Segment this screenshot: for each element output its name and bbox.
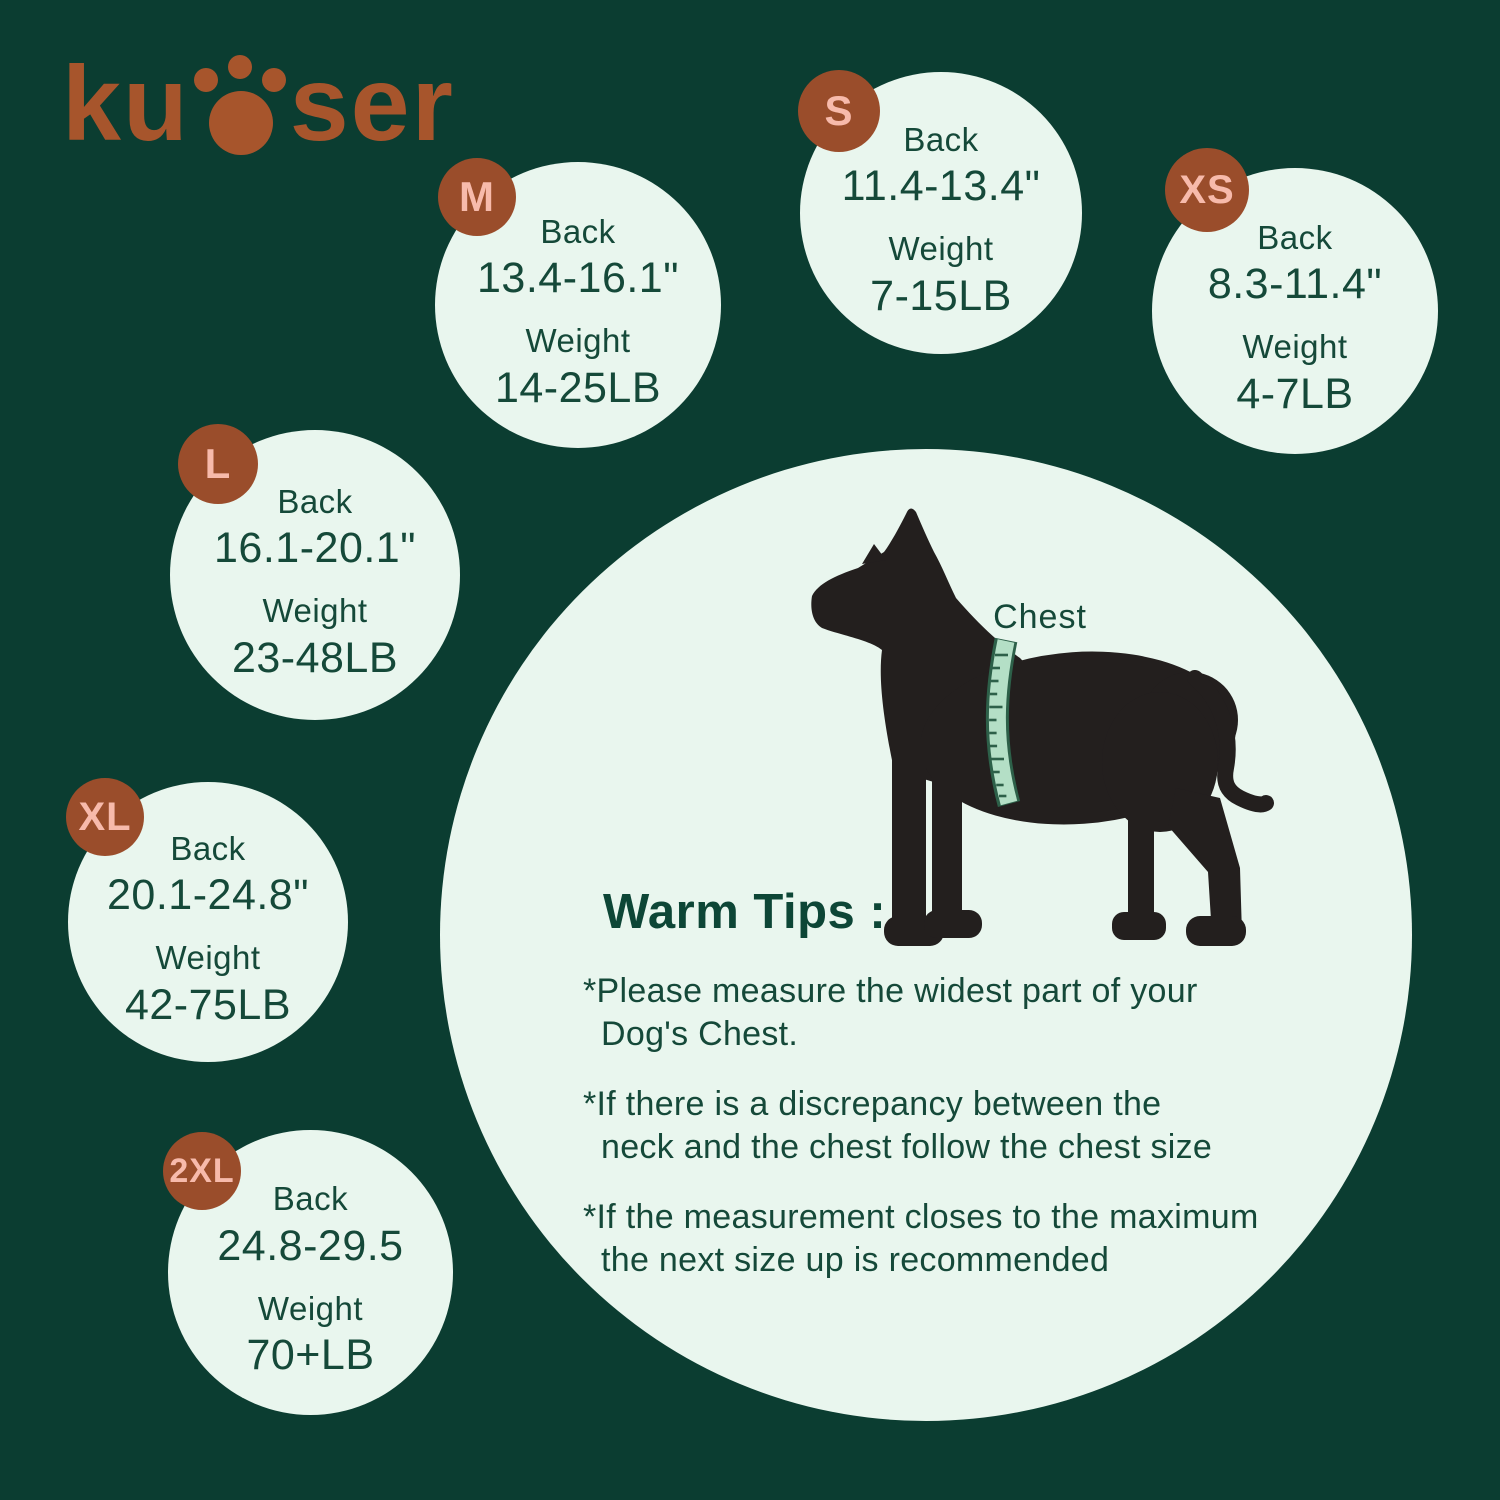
weight-label: Weight [888, 230, 994, 267]
size-bubble-s: S Back 11.4-13.4" Weight 7-15LB [798, 70, 1082, 354]
paw-toe [193, 67, 218, 92]
back-value: 24.8-29.5 [217, 1221, 404, 1270]
brand-logo: ku ser [62, 45, 455, 163]
measuring-tape-icon [985, 637, 1021, 807]
chest-label: Chest [993, 598, 1087, 636]
dog-ear [862, 544, 886, 564]
back-label: Back [272, 1180, 349, 1218]
weight-value: 4-7LB [1236, 369, 1354, 418]
back-label: Back [540, 212, 616, 250]
size-bubble-xl: XL Back 20.1-24.8" Weight 42-75LB [66, 778, 348, 1062]
size-badge-xs: XS [1165, 148, 1249, 232]
back-value: 16.1-20.1" [214, 524, 416, 573]
size-badge-label: L [204, 440, 232, 487]
size-badge-xl: XL [66, 778, 144, 856]
size-badge-2xl: 2XL [163, 1132, 241, 1210]
paw-icon [193, 54, 287, 155]
warm-tips-title: Warm Tips : [603, 885, 887, 939]
size-bubble-l: L Back 16.1-20.1" Weight 23-48LB [170, 424, 460, 720]
weight-value: 7-15LB [870, 271, 1012, 320]
weight-label: Weight [155, 939, 261, 976]
back-label: Back [1257, 218, 1333, 256]
paw-pad [208, 90, 273, 155]
size-badge-l: L [178, 424, 258, 504]
size-bubble-m: M Back 13.4-16.1" Weight 14-25LB [435, 158, 721, 448]
back-label: Back [277, 482, 353, 520]
weight-value: 42-75LB [124, 980, 292, 1029]
size-badge-s: S [798, 70, 880, 152]
tip-size-up: *If the measurement closes to the maximu… [583, 1198, 1259, 1279]
size-badge-label: 2XL [169, 1151, 235, 1190]
size-badge-m: M [438, 158, 516, 236]
back-label: Back [903, 120, 979, 158]
weight-label: Weight [262, 592, 368, 629]
size-badge-label: M [459, 173, 495, 220]
size-bubble-xs: XS Back 8.3-11.4" Weight 4-7LB [1152, 148, 1438, 454]
back-value: 20.1-24.8" [107, 871, 309, 920]
weight-label: Weight [525, 322, 631, 359]
size-bubble-2xl: 2XL Back 24.8-29.5 Weight 70+LB [163, 1130, 453, 1415]
back-label: Back [170, 829, 246, 867]
back-value: 8.3-11.4" [1207, 260, 1383, 309]
dog-tail [1187, 670, 1274, 813]
weight-label: Weight [257, 1289, 364, 1327]
size-badge-label: S [824, 87, 854, 134]
logo-text-suffix: ser [289, 45, 455, 163]
tip-measure-chest: *Please measure the widest part of your … [583, 972, 1198, 1053]
warm-tips-section: Warm Tips : *Please measure the widest p… [583, 884, 1363, 1309]
weight-label: Weight [1242, 328, 1348, 365]
back-value: 13.4-16.1" [477, 254, 679, 303]
paw-toe [261, 67, 286, 92]
size-badge-label: XS [1179, 167, 1235, 212]
size-badge-label: XL [78, 794, 132, 839]
weight-value: 23-48LB [231, 633, 399, 682]
tip-discrepancy: *If there is a discrepancy between the n… [583, 1085, 1213, 1166]
weight-value: 70+LB [246, 1331, 375, 1380]
paw-toe [227, 54, 252, 79]
weight-value: 14-25LB [494, 363, 662, 412]
dog-silhouette [811, 508, 1274, 946]
logo-text-prefix: ku [62, 45, 190, 163]
back-value: 11.4-13.4" [841, 162, 1041, 211]
